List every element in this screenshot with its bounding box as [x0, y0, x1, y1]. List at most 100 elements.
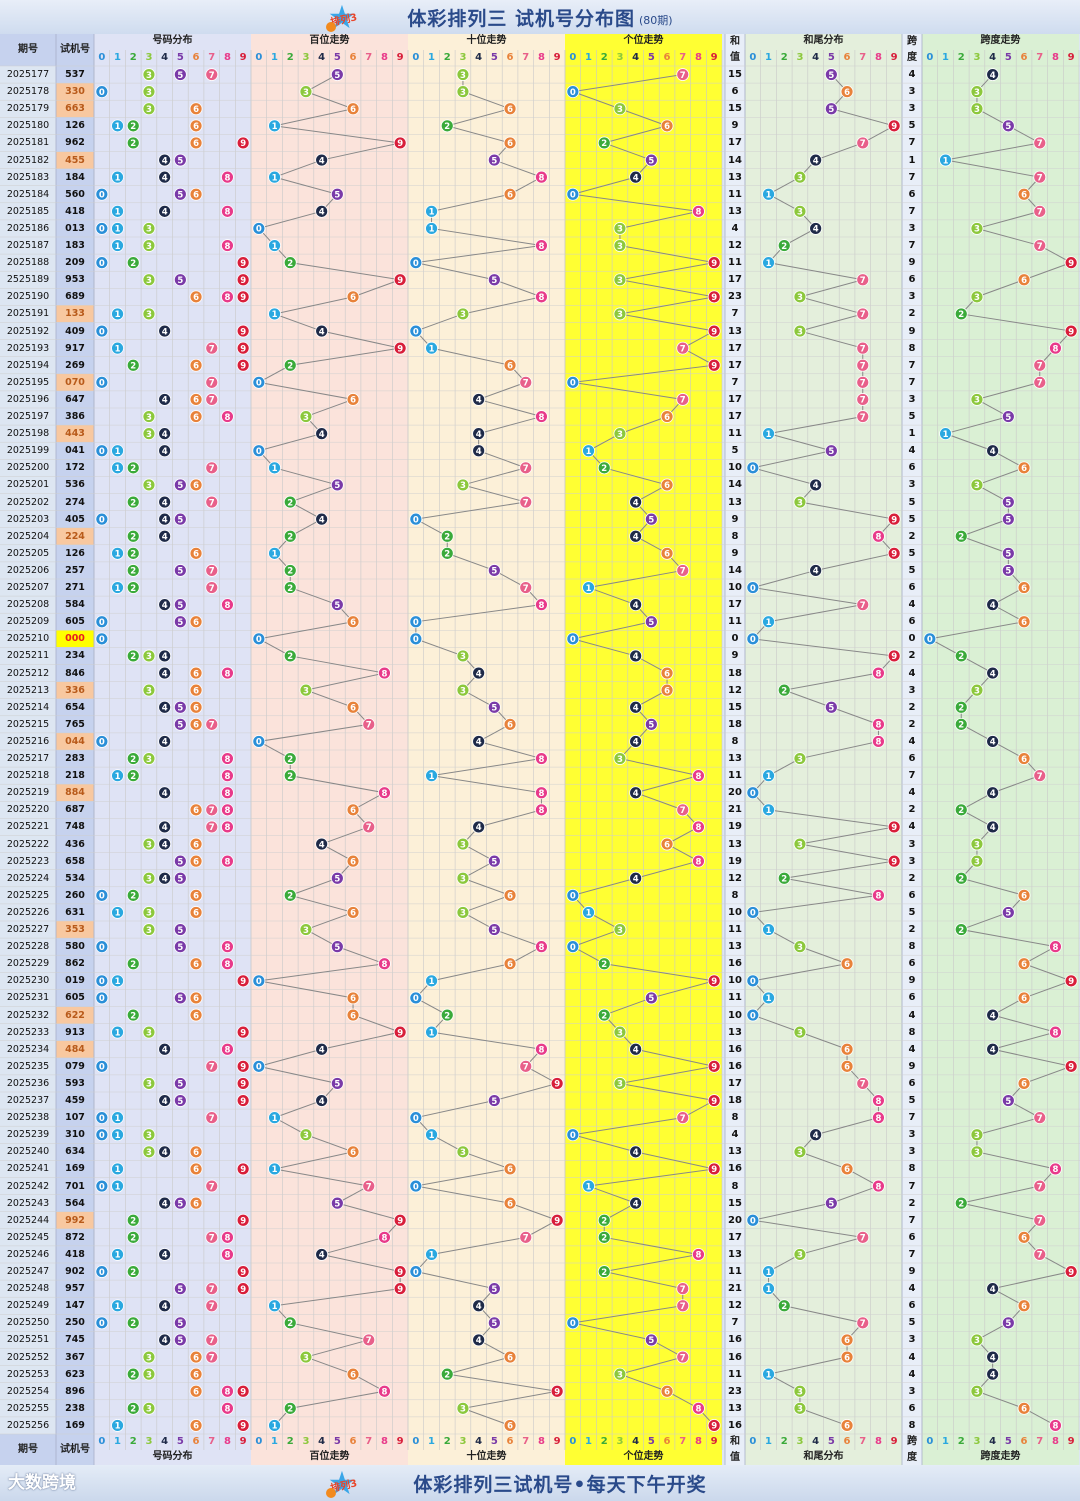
header-digit-bottom: 6	[663, 1436, 671, 1447]
header-digit: 4	[318, 52, 326, 63]
tens-ball-label: 6	[507, 1165, 513, 1175]
dist-ball	[221, 1248, 234, 1261]
units-ball-label: 6	[664, 1387, 670, 1397]
dist-ball	[95, 1111, 109, 1125]
span-ball-label: 9	[1068, 977, 1074, 987]
span-ball-label: 4	[990, 1011, 996, 1021]
dist-ball	[221, 752, 234, 765]
header-digit: 6	[1020, 52, 1028, 63]
trial-cell: 593	[65, 1077, 85, 1089]
units-ball	[644, 153, 658, 167]
span-ball	[1033, 1111, 1047, 1125]
dist-ball	[126, 564, 140, 577]
sum-cell: 10	[728, 975, 742, 987]
tens-ball	[535, 170, 548, 184]
sumt-ball	[793, 204, 807, 218]
header-span-top-bottom: 跨	[907, 1436, 917, 1447]
sum-cell: 16	[728, 958, 742, 970]
hund-ball-label: 6	[350, 1011, 356, 1021]
period-cell: 2025221	[6, 821, 50, 833]
sumt-ball-label: 8	[875, 532, 881, 542]
units-ball-label: 0	[570, 190, 576, 200]
sum-cell: 16	[728, 1419, 742, 1431]
sum-cell: 17	[728, 393, 742, 405]
dist-ball	[158, 1248, 172, 1261]
dist-ball	[158, 786, 172, 800]
dist-ball	[142, 906, 156, 919]
dist-ball	[126, 495, 140, 509]
dist-ball	[111, 1299, 124, 1313]
dist-ball	[158, 444, 172, 458]
header-digit: 4	[161, 52, 169, 63]
dist-ball	[189, 700, 203, 714]
dist-ball-label: 0	[99, 515, 105, 525]
hund-ball	[283, 581, 297, 594]
units-ball	[566, 632, 580, 646]
span-cell: 4	[908, 787, 916, 799]
sumt-ball	[840, 1059, 854, 1073]
span-ball	[1017, 581, 1031, 594]
hund-ball-label: 9	[397, 1216, 403, 1226]
sumt-ball	[746, 581, 760, 594]
units-ball	[613, 222, 627, 235]
dist-ball-label: 8	[224, 806, 230, 816]
dist-ball	[142, 410, 156, 423]
span-ball	[1017, 752, 1031, 765]
span-ball	[954, 700, 968, 714]
sumt-ball	[793, 837, 807, 851]
hund-ball-label: 8	[381, 960, 387, 970]
span-ball-label: 6	[1021, 892, 1027, 902]
period-cell: 2025182	[6, 154, 50, 166]
units-ball	[613, 102, 627, 116]
tens-ball	[535, 290, 548, 304]
header-digit: 6	[192, 52, 200, 63]
tens-ball-label: 5	[491, 567, 497, 577]
tens-ball	[487, 564, 501, 577]
trial-cell: 902	[65, 1266, 85, 1277]
dist-ball	[111, 1248, 124, 1261]
span-cell: 2	[908, 872, 916, 884]
tens-ball-label: 6	[507, 960, 513, 970]
span-cell: 3	[908, 222, 916, 234]
units-ball-label: 2	[601, 960, 607, 970]
period-cell: 2025193	[6, 342, 50, 354]
units-ball	[707, 1419, 721, 1432]
header-digit-bottom: 5	[1004, 1436, 1012, 1447]
sumt-ball-label: 6	[844, 88, 850, 98]
span-ball-label: 6	[1021, 190, 1027, 200]
sum-cell: 9	[731, 547, 739, 559]
hund-ball	[393, 1025, 407, 1039]
dist-ball-label: 1	[115, 1422, 121, 1432]
dist-ball-label: 3	[146, 1405, 152, 1415]
units-ball-label: 3	[617, 105, 623, 115]
period-cell: 2025208	[6, 599, 50, 611]
tens-ball	[472, 393, 486, 406]
dist-ball	[95, 735, 109, 748]
span-ball-label: 6	[1021, 584, 1027, 594]
tens-ball-label: 3	[460, 310, 466, 320]
sumt-ball-label: 3	[797, 1251, 803, 1261]
span-ball	[954, 649, 968, 663]
dist-ball	[236, 290, 250, 304]
header-digit-bottom: 1	[585, 1436, 593, 1447]
period-cell: 2025232	[6, 1009, 50, 1021]
units-ball	[629, 1196, 643, 1210]
dist-ball-label: 5	[177, 618, 183, 628]
sumt-ball-label: 9	[891, 550, 897, 560]
hund-ball	[283, 495, 297, 509]
dist-ball-label: 6	[193, 1370, 199, 1380]
span-cell: 7	[908, 376, 916, 388]
dist-ball	[189, 666, 203, 680]
dist-ball	[173, 273, 187, 287]
hund-ball	[393, 1213, 407, 1227]
dist-ball-label: 4	[162, 447, 168, 457]
hund-ball-label: 8	[381, 1387, 387, 1397]
units-ball-label: 4	[633, 738, 639, 748]
tens-trend-line	[414, 74, 559, 1426]
dist-ball-label: 6	[193, 105, 199, 115]
dist-ball-label: 1	[115, 464, 121, 474]
hund-ball	[252, 632, 266, 646]
units-ball	[613, 1025, 627, 1039]
span-ball-label: 5	[1005, 1097, 1011, 1107]
sumt-ball-label: 1	[766, 1268, 772, 1278]
